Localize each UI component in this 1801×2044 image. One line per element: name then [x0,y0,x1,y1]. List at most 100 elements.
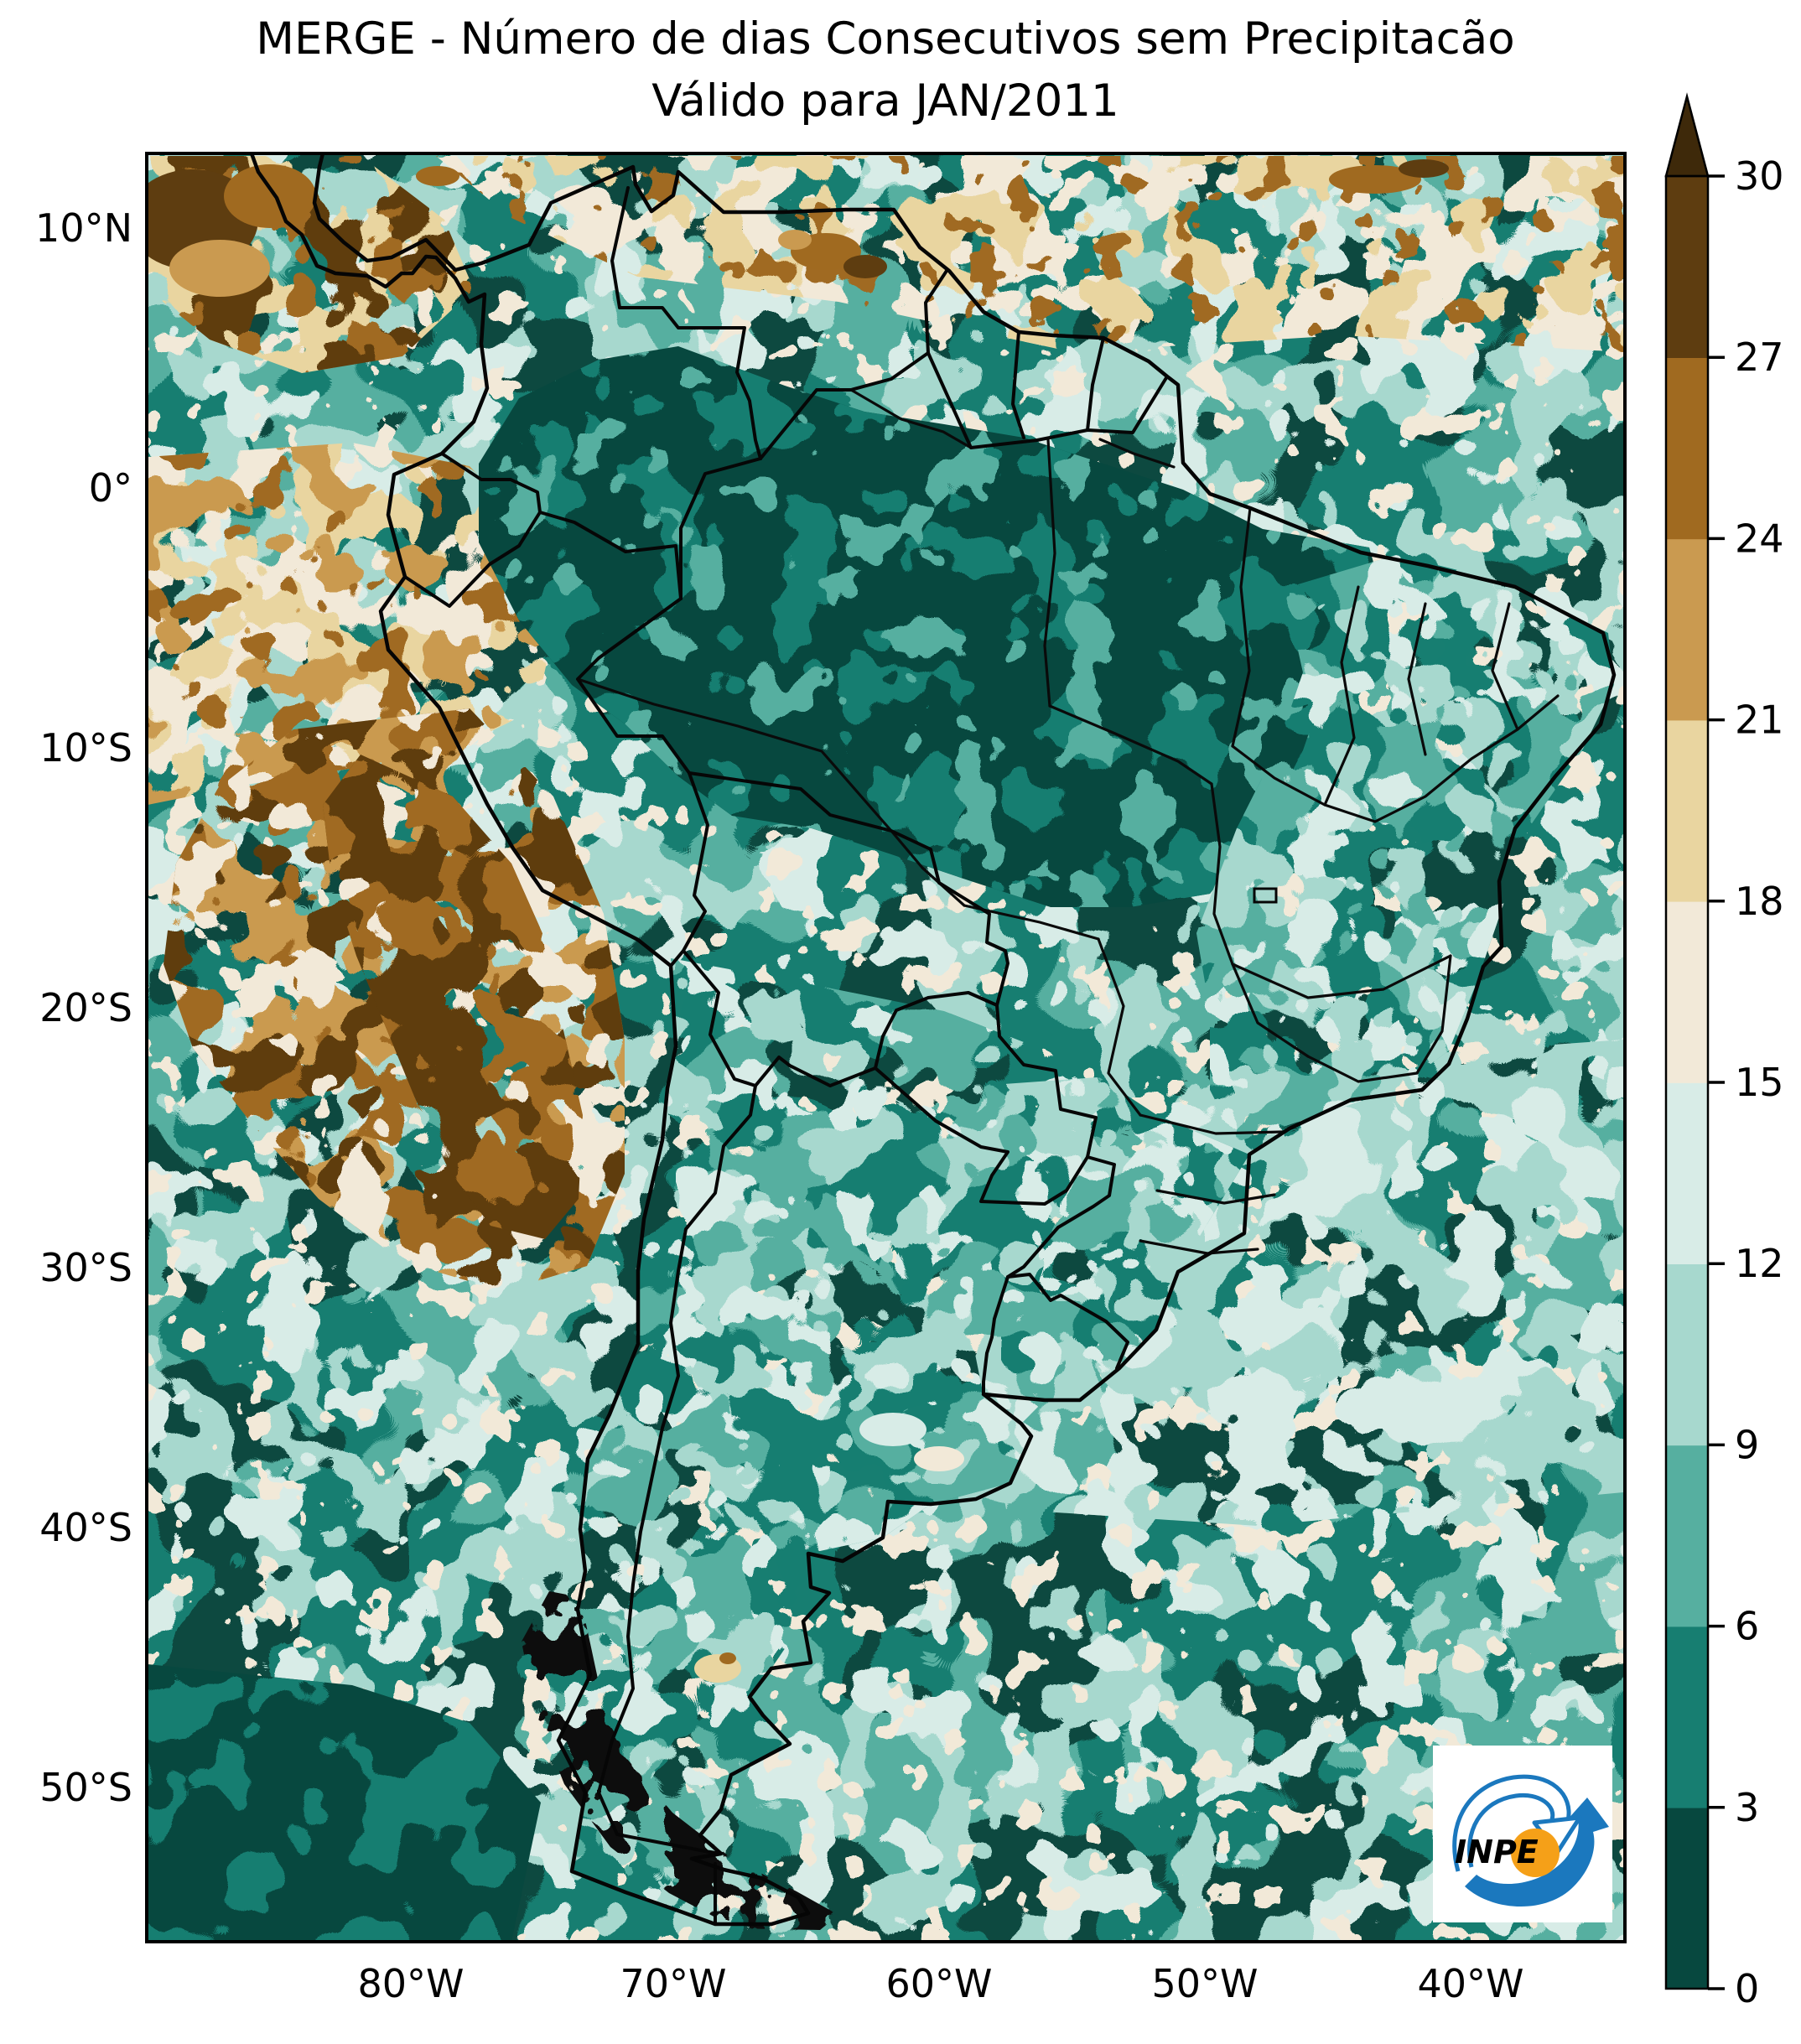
inpe-logo-outer-arc-icon [1452,1774,1571,1872]
colorbar-tick-label: 9 [1735,1422,1759,1467]
colorbar-tick-label: 3 [1735,1785,1759,1830]
country-border [926,351,1169,449]
country-border [538,511,683,600]
lat-tick-label: 50°S [39,1765,132,1810]
map-raster [147,153,1625,1942]
country-border [576,597,691,775]
country-border [440,452,542,514]
state-border [1139,1113,1285,1135]
state-border [890,829,966,907]
map-raster-spot [1329,165,1421,194]
state-border [1323,585,1360,807]
map-raster-layer [323,755,583,1239]
colorbar-segment [1666,719,1708,902]
lat-tick-label: 30°S [39,1245,132,1290]
state-border [1231,694,1560,823]
state-border [1231,962,1310,1058]
colorbar-tick-label: 6 [1735,1604,1759,1649]
map-raster-spot [914,1446,964,1471]
colorbar-segment [1666,176,1708,358]
colorbar-tick-label: 12 [1735,1241,1784,1286]
state-border [1306,1055,1419,1083]
lat-tick-label: 10°N [35,205,132,251]
map-raster-spot [778,230,812,250]
lat-tick-label: 10°S [39,725,132,770]
country-border [679,457,762,600]
state-border [1231,954,1452,999]
lon-tick-label: 60°W [885,1961,992,2006]
country-border [924,269,948,355]
state-border [1407,602,1427,756]
state-border [1491,602,1519,731]
colorbar-segment [1666,357,1708,540]
state-border [1415,954,1452,1075]
inpe-logo-swoosh-arrow-icon [1465,1798,1609,1907]
colorbar-tick-label: 21 [1735,698,1784,743]
colorbar-segment [1666,538,1708,721]
coastline-border [249,153,1617,1927]
map-raster-spot [859,1413,926,1446]
lat-tick-label: 0° [89,465,132,511]
map-raster-spot [719,1652,736,1664]
country-border [669,771,709,968]
inpe-logo-inner-arc-icon [1467,1792,1555,1868]
lon-tick-label: 70°W [620,1961,726,2006]
map-raster-layer [479,346,1383,907]
colorbar-tick-label: 24 [1735,516,1784,561]
colorbar-segment [1666,1082,1708,1264]
colorbar: 0 3 6 9 12 15 18 21 24 27 30 [1664,92,1784,2011]
map-raster-spot [843,255,887,278]
state-border [1210,782,1234,966]
distrito-federal-border [1253,887,1278,904]
country-border [874,1066,1089,1206]
inpe-logo: INPE [1433,1746,1612,1922]
lat-tick-label: 20°S [39,985,132,1030]
map-raster-layer [522,1591,838,1930]
country-border [754,1056,877,1087]
colorbar-segment [1666,900,1708,1083]
lon-tick-label: 80°W [357,1961,464,2006]
country-border [759,351,930,460]
country-border [597,1084,757,1855]
state-border [1043,438,1056,708]
country-border [403,511,542,608]
map-frame [145,152,1627,1943]
country-border [1011,330,1025,439]
colorbar-tick-label: 18 [1735,879,1784,924]
country-border [1006,1273,1129,1370]
state-border [849,388,973,449]
map-raster-spot [1399,159,1449,178]
country-border [995,1004,1098,1159]
lon-tick-label: 50°W [1151,1961,1258,2006]
figure-title: MERGE - Número de dias Consecutivos sem … [256,13,1515,65]
map-borders [249,153,1617,1927]
colorbar-tick-label: 27 [1735,335,1784,380]
state-border [1097,937,1142,1117]
colorbar-tick-label: 30 [1735,153,1784,199]
state-border [1098,438,1176,469]
map-raster-spot [169,240,270,297]
colorbar-tick-label: 0 [1735,1966,1759,2011]
figure-subtitle: Válido para JAN/2011 [651,75,1119,127]
colorbar-tick-label: 15 [1735,1060,1784,1105]
state-border [1155,1189,1276,1205]
colorbar-segment [1666,1445,1708,1627]
inpe-logo-text: INPE [1455,1834,1539,1870]
axis-labels: 10°N 0° 10°S 20°S 30°S 40°S 50°S 80°W 70°W 60°W 50… [35,205,1523,2006]
map-raster-layer [436,156,1623,352]
country-border [1086,336,1105,432]
map-raster-spot [416,166,459,186]
country-border [990,1155,1116,1339]
country-border [682,949,757,1087]
colorbar-segment [1666,1626,1708,1808]
state-border [1231,506,1252,748]
lat-tick-label: 40°S [39,1505,132,1550]
colorbar-segment [1666,1263,1708,1446]
country-border [982,1336,994,1396]
country-border [610,186,762,460]
state-border [1048,704,1213,786]
colorbar-segment [1666,1807,1708,1990]
lon-tick-label: 40°W [1417,1961,1523,2006]
state-border [576,677,893,833]
